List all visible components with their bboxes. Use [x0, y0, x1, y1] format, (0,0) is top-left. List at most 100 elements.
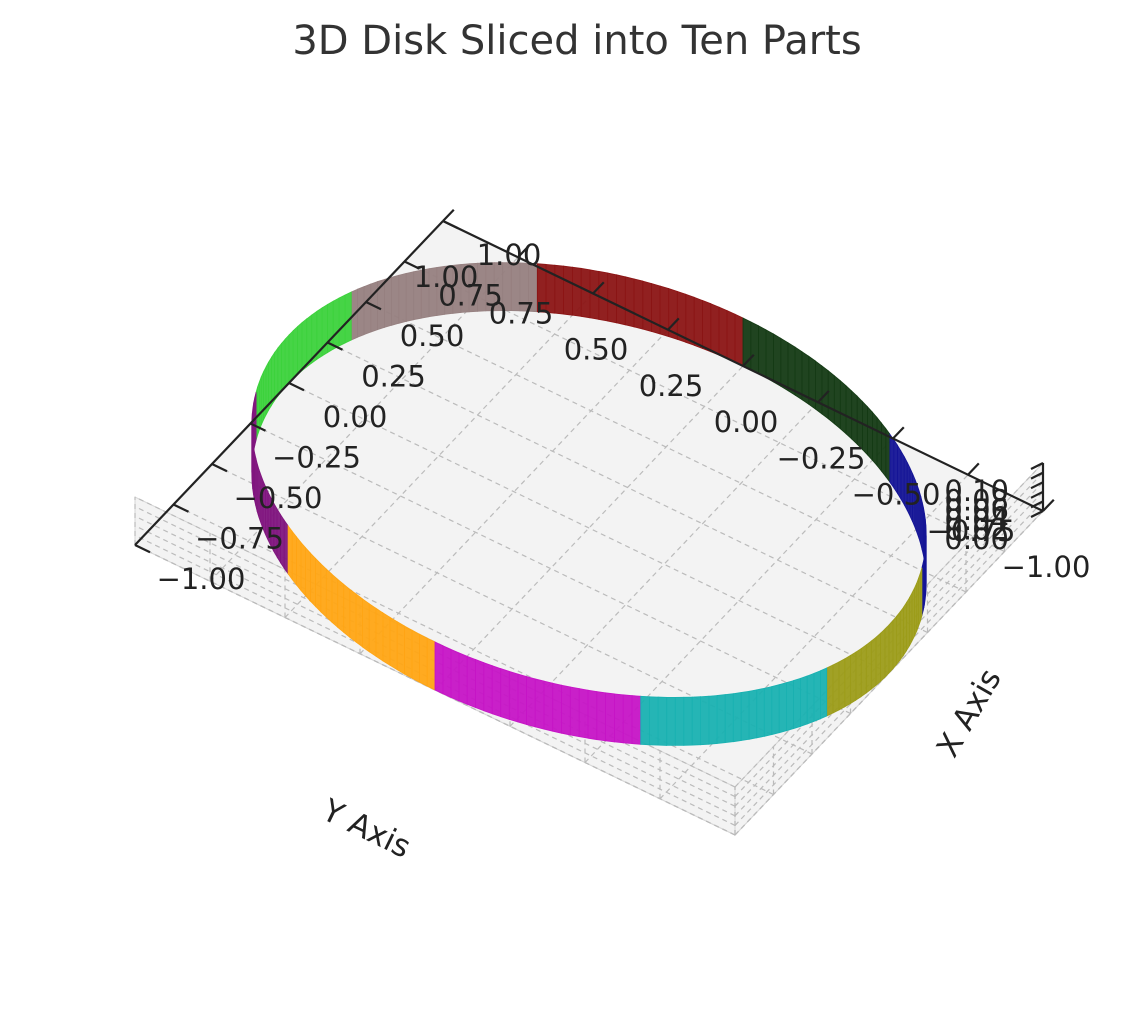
side-gridline-z: [734, 472, 1044, 798]
disk-slice-8: [884, 624, 890, 679]
x-tick-label: 0.25: [361, 360, 426, 394]
disk-slice-6: [434, 641, 444, 695]
disk-slice-5: [291, 530, 297, 587]
disk-slice-5: [337, 578, 345, 634]
disk-slice-6: [543, 680, 554, 732]
disk-slice-3: [301, 318, 308, 372]
x-tick-label: −0.75: [195, 522, 284, 556]
disk-slice-6: [517, 673, 527, 726]
disk-slice-10: [833, 374, 841, 430]
disk-slice-7: [700, 695, 710, 746]
floor-gridline-y: [434, 365, 744, 691]
disk-slice-7: [649, 696, 659, 746]
disk-slice-6: [605, 692, 615, 743]
disk-slice-6: [587, 689, 598, 741]
disk-slice-1: [624, 276, 635, 328]
floor-gridline-x: [250, 422, 851, 715]
disk-slice-8: [888, 619, 894, 675]
z-tickmark: [1030, 481, 1044, 490]
side-gridline-z: [734, 500, 1044, 826]
disk-slice-3: [292, 325, 298, 380]
disk-slice-7: [763, 686, 773, 737]
side-gridline-z: [734, 462, 1044, 788]
x-tickmark: [134, 544, 151, 554]
y-tickmark: [892, 426, 905, 440]
axes: [134, 208, 1055, 554]
tick-labels: −1.00−0.75−0.50−0.250.000.250.500.751.00…: [157, 238, 1091, 596]
z-tick-label: 0.02: [944, 512, 1009, 546]
disk-slice-6: [526, 675, 536, 728]
disk-slice-7: [786, 680, 794, 732]
y-tickmark: [517, 245, 530, 259]
y-tick-label: −0.50: [852, 478, 941, 512]
y-tickmark: [442, 208, 455, 222]
disk-slice-8: [826, 664, 834, 717]
disk-slice-6: [596, 691, 606, 742]
y-axis-label: Y Axis: [316, 792, 416, 866]
disk-slice-5: [382, 612, 391, 667]
y-tick-label: 0.75: [489, 296, 554, 330]
disk-slice-7: [657, 696, 668, 746]
disk-slice-7: [771, 684, 780, 736]
disk-slice-3: [288, 329, 294, 384]
disk-slice-6: [622, 694, 633, 745]
disk-slice-8: [844, 654, 851, 708]
z-tickmark: [1030, 500, 1044, 509]
disk-slice-7: [674, 696, 685, 746]
z-tickmark: [1030, 462, 1044, 470]
disk-slice-7: [756, 687, 765, 739]
floor-gridline-y: [509, 401, 819, 727]
disk-slice-8: [832, 661, 840, 714]
disk-slice-10: [765, 329, 774, 383]
disk-slice-5: [315, 557, 322, 613]
disk-slice-6: [534, 678, 545, 730]
z-tickmark: [1030, 490, 1044, 499]
disk-slice-10: [758, 325, 767, 379]
disk-slice-10: [851, 390, 858, 446]
disk-slice-1: [734, 313, 744, 367]
disk-slice-5: [331, 573, 339, 629]
disk-slice-5: [296, 535, 302, 592]
disk-slice-5: [375, 607, 384, 662]
disk-slice-7: [820, 667, 828, 720]
disk-slice-3: [297, 321, 303, 376]
disk-slice-1: [563, 265, 573, 316]
disk-slice-5: [325, 568, 333, 624]
y-tickmark: [667, 317, 680, 331]
disk-slice-3: [332, 297, 340, 350]
disk-slice-5: [320, 562, 327, 618]
disk-slice-1: [554, 264, 564, 315]
floor-gridline-y: [284, 293, 594, 618]
disk-slice-6: [578, 688, 589, 739]
disk-slice-10: [845, 384, 853, 440]
disk-slice-8: [855, 647, 862, 701]
x-tickmark: [442, 220, 459, 230]
disk-slice-5: [396, 621, 405, 675]
floor-gridline-y: [359, 329, 669, 655]
z-tickmark: [1030, 471, 1044, 480]
z-tick-label: 0.04: [944, 503, 1009, 537]
y-tickmark: [817, 390, 830, 404]
disk-slice-7: [724, 693, 734, 744]
disk-slice-8: [865, 640, 872, 694]
x-tick-label: 1.00: [477, 238, 542, 272]
z-tick-label: 0.00: [944, 522, 1009, 556]
disk-slice-1: [702, 299, 712, 353]
x-tickmark: [365, 301, 382, 311]
disk-slice-5: [300, 541, 307, 597]
disk-slice-1: [633, 278, 644, 330]
disk-slice-7: [691, 696, 701, 746]
disk-slice-10: [867, 405, 873, 462]
disk-slice-1: [726, 309, 736, 363]
disk-slice-6: [450, 648, 460, 702]
disk-slice-3: [284, 333, 290, 389]
disk-slice-8: [870, 636, 877, 690]
side-gridline-z: [734, 491, 1044, 817]
disk-slice-5: [349, 588, 357, 643]
disk-slice-1: [685, 293, 695, 346]
floor-gridline-x: [327, 341, 928, 634]
disk-slice-6: [561, 684, 571, 736]
disk-slice-6: [569, 686, 580, 738]
disk-slice-1: [607, 272, 617, 324]
x-tickmark: [327, 341, 343, 351]
